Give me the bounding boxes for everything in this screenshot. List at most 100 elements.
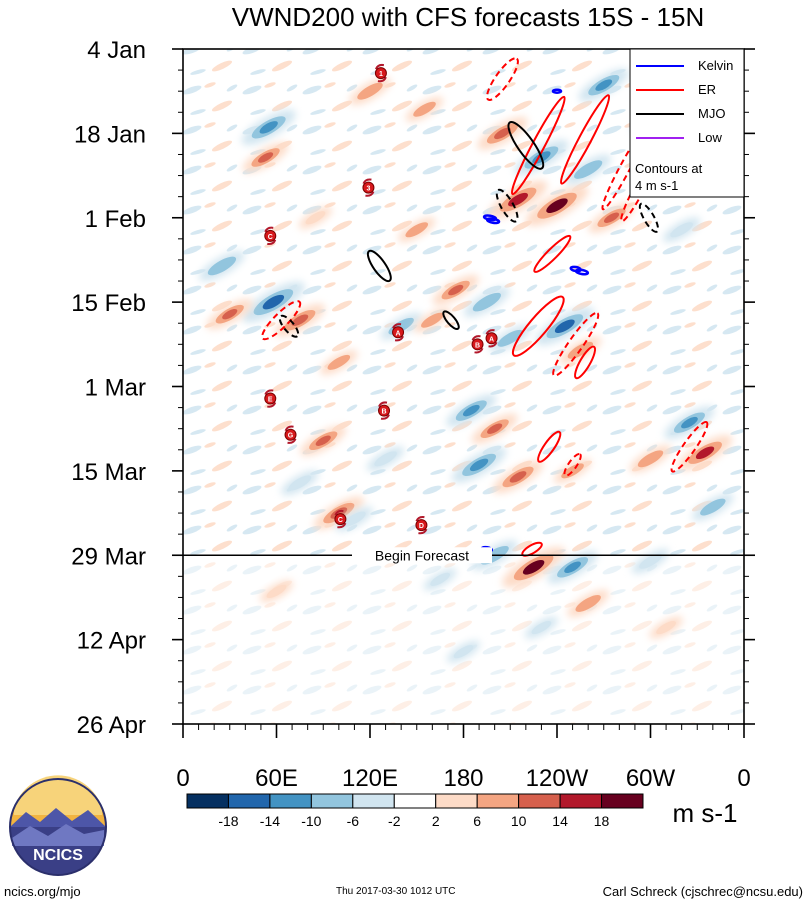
contour-mjo xyxy=(278,314,300,338)
anomaly-blob xyxy=(502,546,565,588)
anomaly-blob xyxy=(259,580,294,603)
contour-kelvin xyxy=(485,217,501,225)
legend-note-line2: 4 m s-1 xyxy=(635,178,678,193)
footer-timestamp: Thu 2017-03-30 1012 UTC xyxy=(336,886,456,897)
contour-mjo xyxy=(495,188,519,223)
anomaly-blob xyxy=(366,446,405,472)
logo-text: NCICS xyxy=(33,847,83,864)
colorbar-bin xyxy=(559,793,603,809)
x-tick-label: 0 xyxy=(176,765,189,792)
y-tick-label: 18 Jan xyxy=(74,121,146,148)
anomaly-blob xyxy=(477,117,528,150)
x-tick-label: 0 xyxy=(737,765,750,792)
contour-er xyxy=(537,430,562,463)
storm-marker: 3 xyxy=(362,178,375,197)
legend: Kelvin ER MJO Low Contours at 4 m s-1 xyxy=(629,48,745,198)
anomaly-blob xyxy=(320,350,358,375)
x-axis: 0 60E 120E 180 120W 60W 0 xyxy=(176,724,751,792)
x-tick-label: 60E xyxy=(255,765,298,792)
anomaly-blob xyxy=(662,217,701,243)
storm-label: B xyxy=(475,342,480,349)
storm-marker: B xyxy=(378,401,391,420)
anomaly-blob xyxy=(446,394,497,427)
anomaly-blob xyxy=(547,551,598,584)
colorbar-label: 14 xyxy=(552,813,568,829)
colorbar-label: 2 xyxy=(432,813,440,829)
anomaly-blob xyxy=(206,299,253,330)
colorbar-bin xyxy=(393,793,437,809)
anomaly-blob xyxy=(553,458,592,484)
anomaly-blob xyxy=(274,303,325,337)
colorbar-label: -18 xyxy=(218,813,238,829)
legend-label: ER xyxy=(698,82,716,97)
y-axis: 4 Jan 18 Jan 1 Feb 15 Feb 1 Mar 15 Mar 29 Mar 1… xyxy=(71,37,755,739)
colorbar-label: 6 xyxy=(473,813,481,829)
anomaly-blob xyxy=(649,616,683,639)
contour-er xyxy=(574,345,597,380)
y-tick-label: 4 Jan xyxy=(87,37,146,64)
anomaly-blob xyxy=(525,185,589,227)
storm-marker: 1 xyxy=(374,63,387,83)
colorbar-bin xyxy=(310,793,354,809)
anomaly-blob xyxy=(242,142,289,173)
anomaly-blob xyxy=(578,68,629,102)
colorbar-bin xyxy=(435,793,478,809)
storm-marker: B xyxy=(471,335,484,354)
storm-label: E xyxy=(268,397,273,404)
storm-label: 3 xyxy=(366,186,370,193)
contour-er xyxy=(552,311,600,377)
anomaly-blob xyxy=(588,202,635,233)
storm-marker: E xyxy=(264,389,277,408)
storm-marker: G xyxy=(284,425,297,444)
anomaly-blob xyxy=(298,206,333,229)
storm-marker: C xyxy=(334,509,347,529)
contour-mjo xyxy=(638,202,660,233)
contour-mjo xyxy=(366,249,392,283)
anomaly-blob xyxy=(281,470,319,496)
colorbar-label: -6 xyxy=(347,813,360,829)
contour-mjo xyxy=(442,310,460,331)
anomaly-blob xyxy=(349,77,391,105)
storm-label: D xyxy=(419,523,424,530)
legend-label: Kelvin xyxy=(698,58,733,73)
anomaly-blob xyxy=(524,616,559,639)
contour-mjo xyxy=(507,121,545,170)
colorbar-bin xyxy=(601,793,644,809)
anomaly-blob xyxy=(677,435,733,471)
storm-label: C xyxy=(268,234,273,241)
anomaly-blob xyxy=(565,154,612,185)
anomaly-blob xyxy=(567,589,609,618)
footer-url: ncics.org/mjo xyxy=(4,884,81,899)
colorbar-bin xyxy=(352,793,395,809)
storm-label: C xyxy=(338,517,343,524)
anomaly-blob xyxy=(413,307,452,333)
storm-label: G xyxy=(288,433,294,440)
y-tick-label: 12 Apr xyxy=(77,628,146,655)
x-tick-label: 120W xyxy=(526,765,589,792)
footer-author: Carl Schreck (cjschrec@ncsu.edu) xyxy=(602,884,803,899)
storm-marker: D xyxy=(415,515,428,535)
y-tick-label: 29 Mar xyxy=(71,543,146,570)
anomaly-blob xyxy=(451,447,507,483)
colorbar-bin xyxy=(518,793,561,809)
storm-marker: A xyxy=(392,323,405,342)
colorbar-bin xyxy=(476,793,520,809)
anomaly-blob xyxy=(535,307,595,346)
colorbar-bin xyxy=(186,793,229,809)
legend-label: MJO xyxy=(698,106,725,121)
anomaly-blob xyxy=(241,109,296,145)
contour-kelvin xyxy=(551,88,563,94)
anomaly-blob xyxy=(493,460,544,494)
colorbar-label: 10 xyxy=(511,813,527,829)
y-tick-label: 15 Mar xyxy=(71,459,146,486)
y-tick-label: 26 Apr xyxy=(77,712,146,739)
colorbar-bin xyxy=(227,793,271,809)
anomaly-blob xyxy=(471,413,518,444)
chart-title: VWND200 with CFS forecasts 15S - 15N xyxy=(232,2,705,32)
storm-label: A xyxy=(396,330,401,337)
anomaly-blob xyxy=(629,445,672,473)
x-tick-label: 120E xyxy=(342,765,398,792)
y-tick-label: 1 Feb xyxy=(85,206,146,233)
begin-forecast-label: Begin Forecast xyxy=(375,547,469,563)
